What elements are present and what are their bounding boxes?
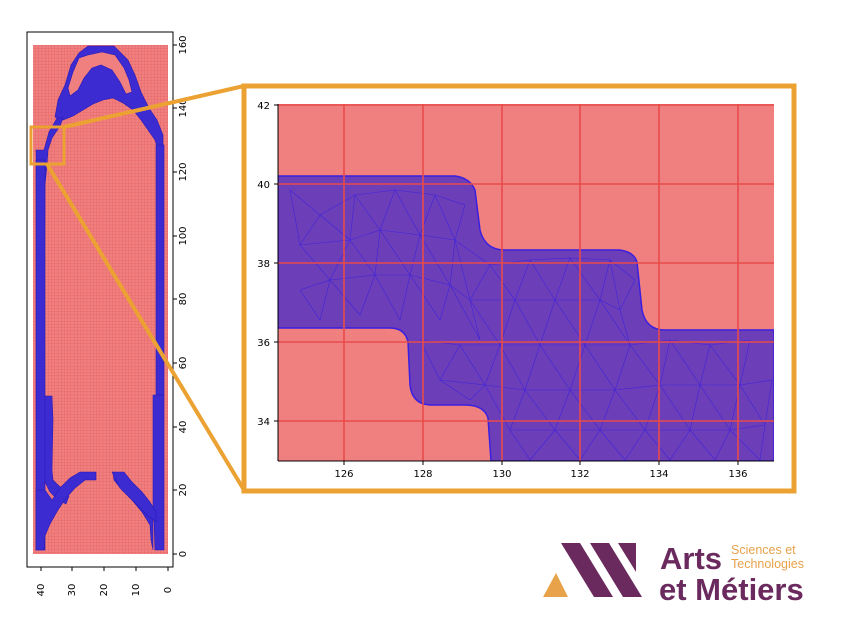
left-x-tick-label: 10 bbox=[131, 584, 142, 597]
zoom-x-tick-label: 134 bbox=[649, 469, 668, 480]
zoom-x-tick-label: 132 bbox=[570, 469, 589, 480]
zoom-y-tick-label: 42 bbox=[257, 101, 270, 112]
left-y-tick-label: 160 bbox=[178, 35, 189, 54]
left-plot-structure bbox=[35, 45, 165, 551]
zoom-mesh-region bbox=[278, 175, 774, 461]
left-y-tick-label: 40 bbox=[178, 421, 189, 434]
zoom-grid-lines bbox=[278, 104, 774, 461]
left-y-tick-label: 100 bbox=[178, 226, 189, 245]
left-y-tick-label: 0 bbox=[178, 551, 189, 557]
zoom-mesh-triangles bbox=[289, 189, 773, 461]
zoom-y-tick-label: 36 bbox=[257, 338, 270, 349]
left-y-tick-label: 120 bbox=[178, 162, 189, 181]
zoom-x-tick-label: 128 bbox=[413, 469, 432, 480]
zoom-x-tick-label: 126 bbox=[334, 469, 353, 480]
left-plot: 0 20 40 60 80 100 120 140 160 40 30 20 1… bbox=[26, 31, 189, 597]
zoom-y-tick-label: 40 bbox=[257, 180, 270, 191]
zoom-connector-lines bbox=[45, 84, 246, 492]
left-x-tick-label: 40 bbox=[36, 584, 47, 597]
left-plot-x-axis bbox=[40, 567, 169, 571]
zoom-x-tick-label: 136 bbox=[728, 469, 747, 480]
left-x-tick-label: 30 bbox=[67, 584, 78, 597]
left-plot-y-axis bbox=[173, 44, 177, 555]
zoom-panel: 126 128 130 132 134 136 34 36 38 40 42 bbox=[241, 83, 797, 494]
logo-line1: Arts bbox=[660, 541, 722, 576]
logo-line2: et Métiers bbox=[659, 572, 804, 607]
zoom-x-tick-label: 130 bbox=[492, 469, 511, 480]
zoom-axes bbox=[274, 104, 774, 465]
left-y-tick-label: 20 bbox=[178, 484, 189, 497]
logo-sub1: Sciences et bbox=[731, 543, 796, 557]
arts-et-metiers-logo: Arts Sciences et Technologies et Métiers bbox=[532, 528, 834, 618]
zoom-y-tick-label: 38 bbox=[257, 259, 270, 270]
logo-mark-icon bbox=[543, 543, 642, 597]
left-x-tick-label: 0 bbox=[163, 587, 174, 593]
zoom-y-tick-label: 34 bbox=[257, 417, 270, 428]
left-y-tick-label: 80 bbox=[178, 293, 189, 306]
left-y-tick-label: 60 bbox=[178, 357, 189, 370]
left-y-tick-label: 140 bbox=[178, 98, 189, 117]
left-x-tick-label: 20 bbox=[99, 584, 110, 597]
logo-sub2: Technologies bbox=[731, 557, 804, 571]
